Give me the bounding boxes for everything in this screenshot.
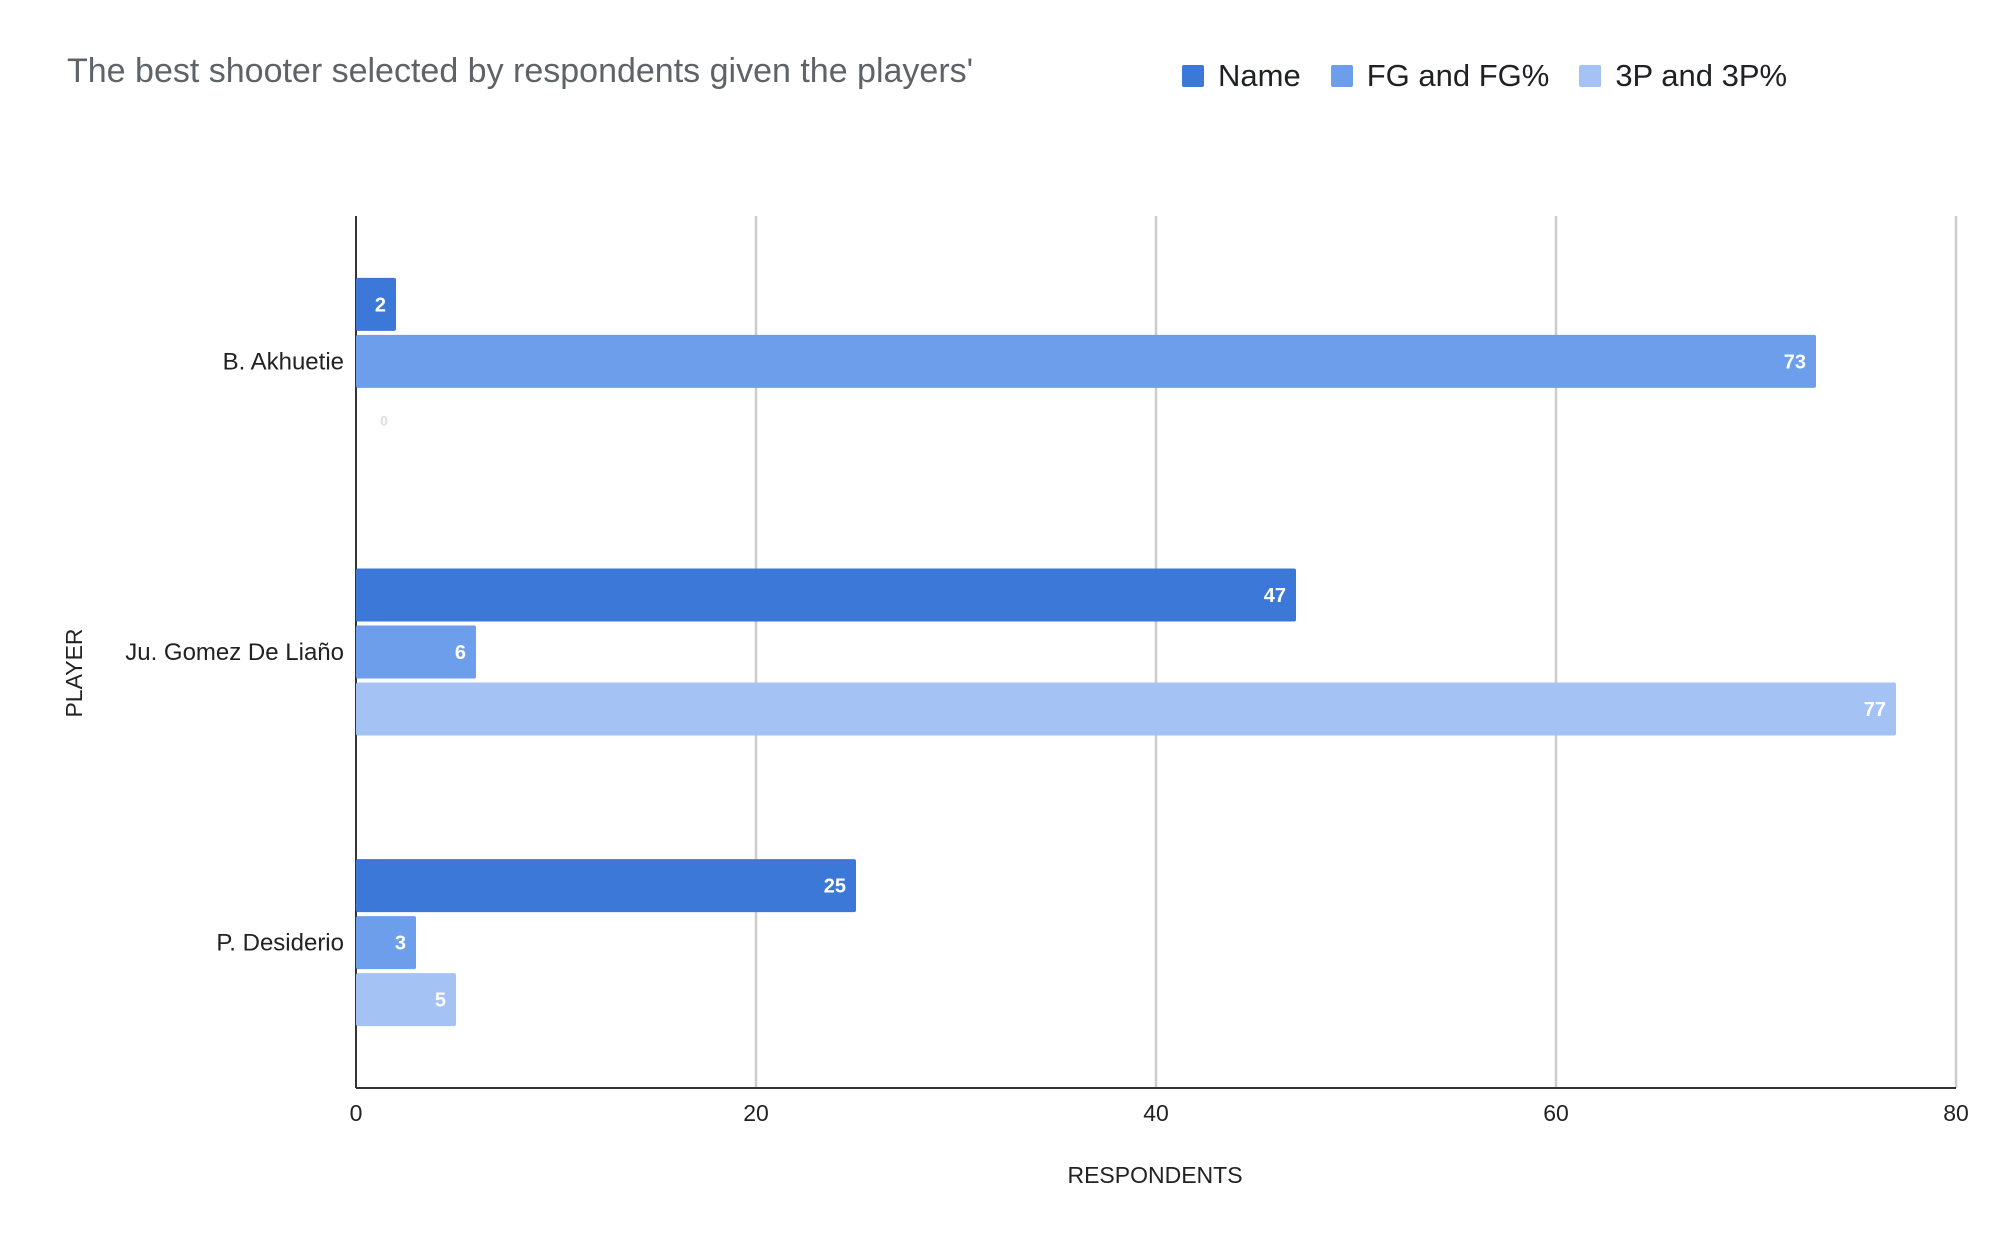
x-axis-title: RESPONDENTS xyxy=(1067,1162,1242,1188)
x-tick-label: 60 xyxy=(1543,1100,1569,1126)
category-label: P. Desiderio xyxy=(216,930,344,957)
data-label: 25 xyxy=(824,876,846,898)
legend-item: 3P and 3P% xyxy=(1579,58,1787,94)
x-tick-label: 80 xyxy=(1943,1100,1969,1126)
bar xyxy=(356,334,1816,388)
legend-item: FG and FG% xyxy=(1330,58,1550,94)
legend: Name FG and FG% 3P and 3P% xyxy=(1182,58,1817,94)
legend-swatch xyxy=(1182,65,1204,87)
x-tick-label: 0 xyxy=(350,1100,363,1126)
data-label: 5 xyxy=(435,990,446,1012)
data-label: 2 xyxy=(375,294,386,316)
legend-swatch xyxy=(1330,65,1353,87)
category-label: Ju. Gomez De Liaño xyxy=(125,639,344,666)
bar xyxy=(356,859,856,913)
category-label: B. Akhuetie xyxy=(223,348,344,375)
data-label: 47 xyxy=(1264,585,1286,607)
bar xyxy=(356,625,476,679)
data-label: 77 xyxy=(1864,699,1886,721)
bar xyxy=(356,568,1296,622)
data-label: 3 xyxy=(395,933,406,955)
legend-label: 3P and 3P% xyxy=(1615,58,1788,93)
x-tick-label: 40 xyxy=(1143,1100,1169,1126)
legend-label: Name xyxy=(1218,58,1301,93)
bar xyxy=(356,277,396,331)
legend-item: Name xyxy=(1182,58,1301,94)
data-label: 0 xyxy=(380,412,388,428)
x-tick-label: 20 xyxy=(743,1100,769,1126)
bar xyxy=(356,682,1896,736)
bar xyxy=(356,916,416,970)
y-axis-title: PLAYER xyxy=(61,628,87,717)
legend-label: FG and FG% xyxy=(1366,58,1550,93)
chart-title: The best shooter selected by respondents… xyxy=(67,52,974,90)
bar xyxy=(356,973,456,1027)
data-label: 6 xyxy=(455,642,466,664)
legend-swatch xyxy=(1579,65,1602,87)
data-label: 73 xyxy=(1784,351,1806,373)
